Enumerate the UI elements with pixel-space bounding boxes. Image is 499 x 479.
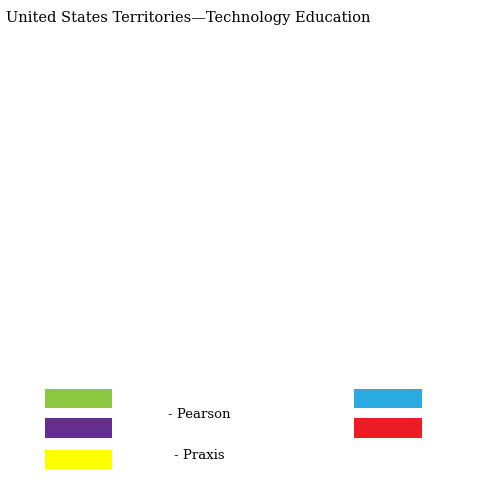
Bar	[45, 449, 112, 469]
Bar	[45, 388, 112, 408]
Text: United States Territories—Technology Education: United States Territories—Technology Edu…	[6, 11, 370, 24]
Bar	[354, 388, 422, 408]
Text: - Pearson: - Pearson	[168, 408, 231, 421]
Bar	[354, 418, 422, 438]
Bar	[45, 418, 112, 438]
Text: - Praxis: - Praxis	[174, 449, 225, 462]
